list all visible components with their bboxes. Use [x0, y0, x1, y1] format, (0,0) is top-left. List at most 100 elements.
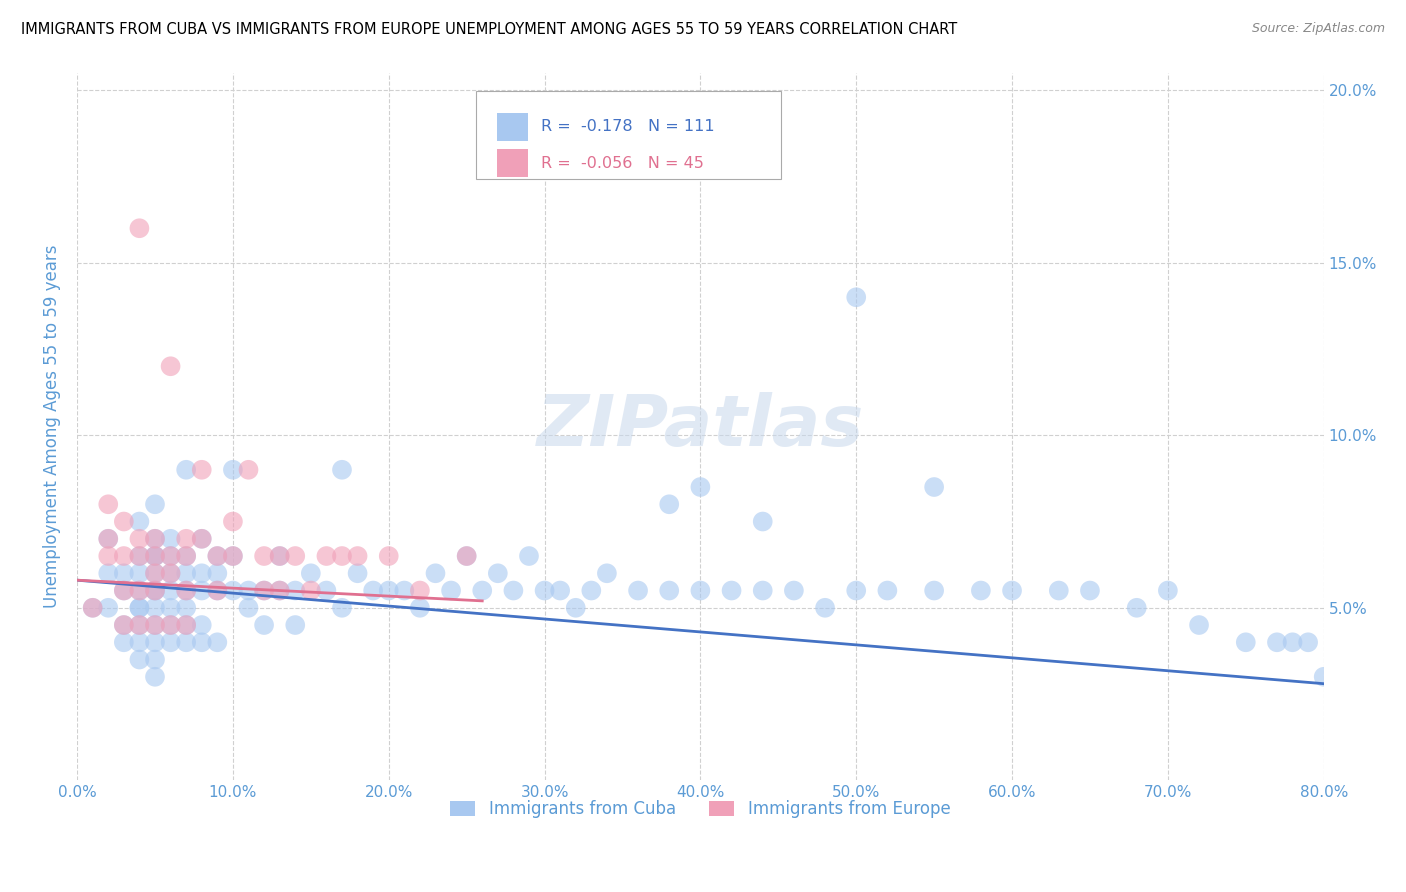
Point	[502, 583, 524, 598]
Point	[299, 583, 322, 598]
Point	[174, 635, 197, 649]
FancyBboxPatch shape	[477, 91, 782, 179]
Point	[922, 480, 945, 494]
Point	[1281, 635, 1303, 649]
Point	[207, 549, 229, 563]
Point	[97, 549, 120, 563]
Point	[1157, 583, 1180, 598]
Point	[97, 532, 120, 546]
Point	[190, 618, 212, 632]
Point	[548, 583, 571, 598]
Point	[128, 583, 150, 598]
Point	[128, 221, 150, 235]
Point	[143, 618, 166, 632]
Point	[143, 497, 166, 511]
Point	[174, 583, 197, 598]
Point	[425, 566, 447, 581]
Point	[159, 566, 181, 581]
Point	[1125, 600, 1147, 615]
Point	[112, 566, 135, 581]
Text: ZIPatlas: ZIPatlas	[537, 392, 865, 461]
Point	[112, 635, 135, 649]
Point	[1188, 618, 1211, 632]
Point	[190, 532, 212, 546]
Point	[159, 532, 181, 546]
Point	[564, 600, 586, 615]
Point	[159, 549, 181, 563]
Point	[174, 463, 197, 477]
Point	[253, 549, 276, 563]
Point	[377, 549, 399, 563]
Point	[112, 583, 135, 598]
Point	[346, 566, 368, 581]
Point	[190, 583, 212, 598]
Point	[751, 515, 773, 529]
Point	[284, 583, 307, 598]
Point	[174, 566, 197, 581]
Point	[253, 583, 276, 598]
Point	[1265, 635, 1288, 649]
Point	[143, 618, 166, 632]
Point	[143, 635, 166, 649]
Point	[190, 463, 212, 477]
Point	[222, 549, 245, 563]
Point	[269, 549, 291, 563]
Point	[174, 549, 197, 563]
Point	[299, 566, 322, 581]
Point	[222, 583, 245, 598]
Point	[97, 497, 120, 511]
Point	[82, 600, 104, 615]
Bar	[498, 149, 529, 178]
Point	[128, 635, 150, 649]
Point	[112, 618, 135, 632]
Point	[112, 618, 135, 632]
Point	[97, 600, 120, 615]
Point	[128, 618, 150, 632]
Point	[330, 549, 353, 563]
Point	[207, 635, 229, 649]
Point	[689, 480, 711, 494]
Point	[128, 532, 150, 546]
Point	[97, 532, 120, 546]
Point	[517, 549, 540, 563]
Point	[1001, 583, 1024, 598]
Point	[174, 583, 197, 598]
Point	[456, 549, 478, 563]
Point	[143, 549, 166, 563]
Point	[456, 549, 478, 563]
Point	[143, 583, 166, 598]
Point	[143, 566, 166, 581]
Point	[143, 652, 166, 666]
Point	[207, 583, 229, 598]
Point	[922, 583, 945, 598]
Point	[876, 583, 898, 598]
Bar	[498, 112, 529, 141]
Point	[330, 600, 353, 615]
Point	[159, 618, 181, 632]
Point	[253, 583, 276, 598]
Point	[190, 532, 212, 546]
Point	[720, 583, 742, 598]
Point	[1296, 635, 1319, 649]
Point	[97, 566, 120, 581]
Point	[82, 600, 104, 615]
Point	[128, 583, 150, 598]
Point	[269, 583, 291, 598]
Point	[159, 618, 181, 632]
Point	[143, 549, 166, 563]
Point	[128, 600, 150, 615]
Point	[222, 463, 245, 477]
Point	[658, 497, 681, 511]
Point	[533, 583, 555, 598]
Point	[581, 583, 603, 598]
Point	[253, 618, 276, 632]
Point	[346, 549, 368, 563]
Point	[845, 583, 868, 598]
Point	[689, 583, 711, 598]
Text: R =  -0.056   N = 45: R = -0.056 N = 45	[541, 156, 704, 171]
Point	[112, 583, 135, 598]
Text: Source: ZipAtlas.com: Source: ZipAtlas.com	[1251, 22, 1385, 36]
Point	[174, 618, 197, 632]
Point	[143, 583, 166, 598]
Point	[361, 583, 384, 598]
